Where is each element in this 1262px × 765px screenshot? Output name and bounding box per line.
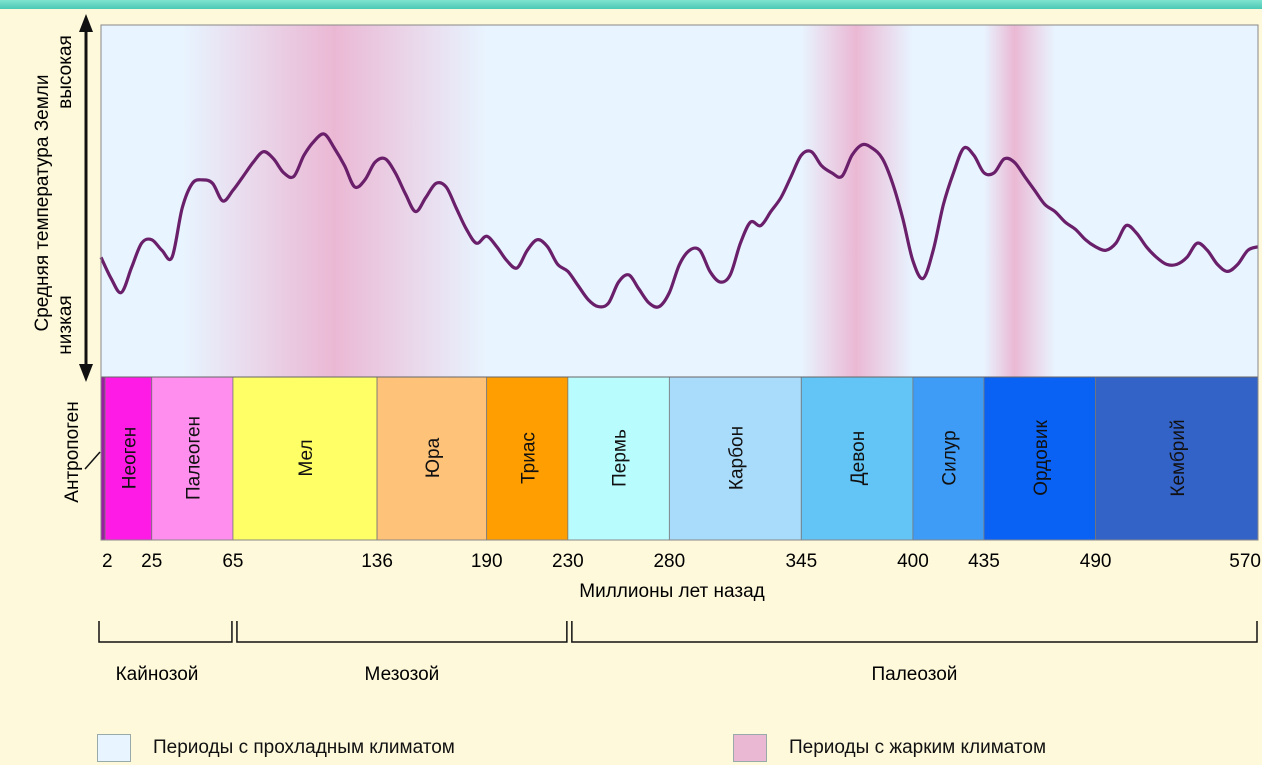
legend-hot: Периоды с жарким климатом (733, 734, 1046, 762)
x-tick-label: 2 (102, 551, 113, 572)
x-tick-label: 490 (1080, 551, 1112, 572)
era-bracket (236, 621, 568, 643)
period-band (1095, 376, 1259, 541)
x-tick-label: 230 (552, 551, 584, 572)
top-accent-bar (0, 0, 1262, 9)
period-label: Кембрий (1168, 419, 1189, 496)
period-band (376, 376, 488, 541)
period-band (668, 376, 802, 541)
era-label: Палеозой (871, 664, 957, 685)
anthropogen-pointer (84, 451, 101, 470)
period-label: Пермь (610, 429, 631, 487)
x-tick-label: 345 (785, 551, 817, 572)
x-tick-label: 190 (471, 551, 503, 572)
x-tick-labels: 2 25 65 136 190 230 280 345 400 435 490 570 (102, 551, 1261, 572)
x-tick-label: 400 (897, 551, 929, 572)
period-band (912, 376, 985, 541)
period-label: Мел (296, 439, 317, 476)
y-axis-label: Средняя температура Земли (32, 75, 53, 332)
period-label: Юра (423, 437, 444, 478)
era-bracket (98, 621, 233, 643)
era-label: Кайнозой (116, 664, 199, 685)
legend-cool-label: Периоды с прохладным климатом (153, 737, 455, 758)
legend-hot-swatch (733, 734, 767, 762)
x-tick-label: 435 (968, 551, 1000, 572)
x-axis-label: Миллионы лет назад (579, 581, 764, 602)
period-label: Неоген (119, 427, 140, 489)
plot-frame (100, 24, 1259, 541)
era-bracket (571, 621, 1258, 643)
y-arrow-down-icon (79, 364, 93, 382)
temperature-timeline-diagram: Неоген Палеоген Мел Юра Триас Пермь Карбон Дево… (32, 14, 1261, 685)
x-tick-label: 25 (141, 551, 162, 572)
period-label: Триас (518, 432, 539, 484)
era-brackets: Кайнозой Мезозой Палеозой (98, 621, 1258, 685)
y-arrow-up-icon (79, 14, 93, 32)
period-label: Ордовик (1031, 420, 1052, 496)
period-band (983, 376, 1097, 541)
period-band (100, 376, 106, 541)
plot-background (101, 25, 1258, 377)
period-label: Палеоген (183, 416, 204, 500)
temperature-curve (99, 132, 1259, 309)
period-band (567, 376, 670, 541)
x-tick-label: 65 (222, 551, 243, 572)
period-band (151, 376, 234, 541)
period-bands: Неоген Палеоген Мел Юра Триас Пермь Карбон Дево… (100, 376, 1259, 541)
legend-cool: Периоды с прохладным климатом (97, 734, 455, 762)
period-label-anthropogen: Антропоген (62, 401, 83, 502)
period-label: Девон (848, 431, 869, 485)
y-high-label: высокая (55, 35, 76, 109)
y-low-label: низкая (55, 295, 76, 354)
period-label: Силур (940, 430, 961, 485)
x-tick-label: 136 (361, 551, 393, 572)
legend-hot-label: Периоды с жарким климатом (789, 737, 1047, 758)
era-label: Мезозой (365, 664, 440, 685)
period-label: Карбон (726, 426, 747, 490)
period-band (800, 376, 914, 541)
x-tick-label: 570 (1229, 551, 1261, 572)
legend-cool-swatch (97, 734, 131, 762)
x-tick-label: 280 (653, 551, 685, 572)
